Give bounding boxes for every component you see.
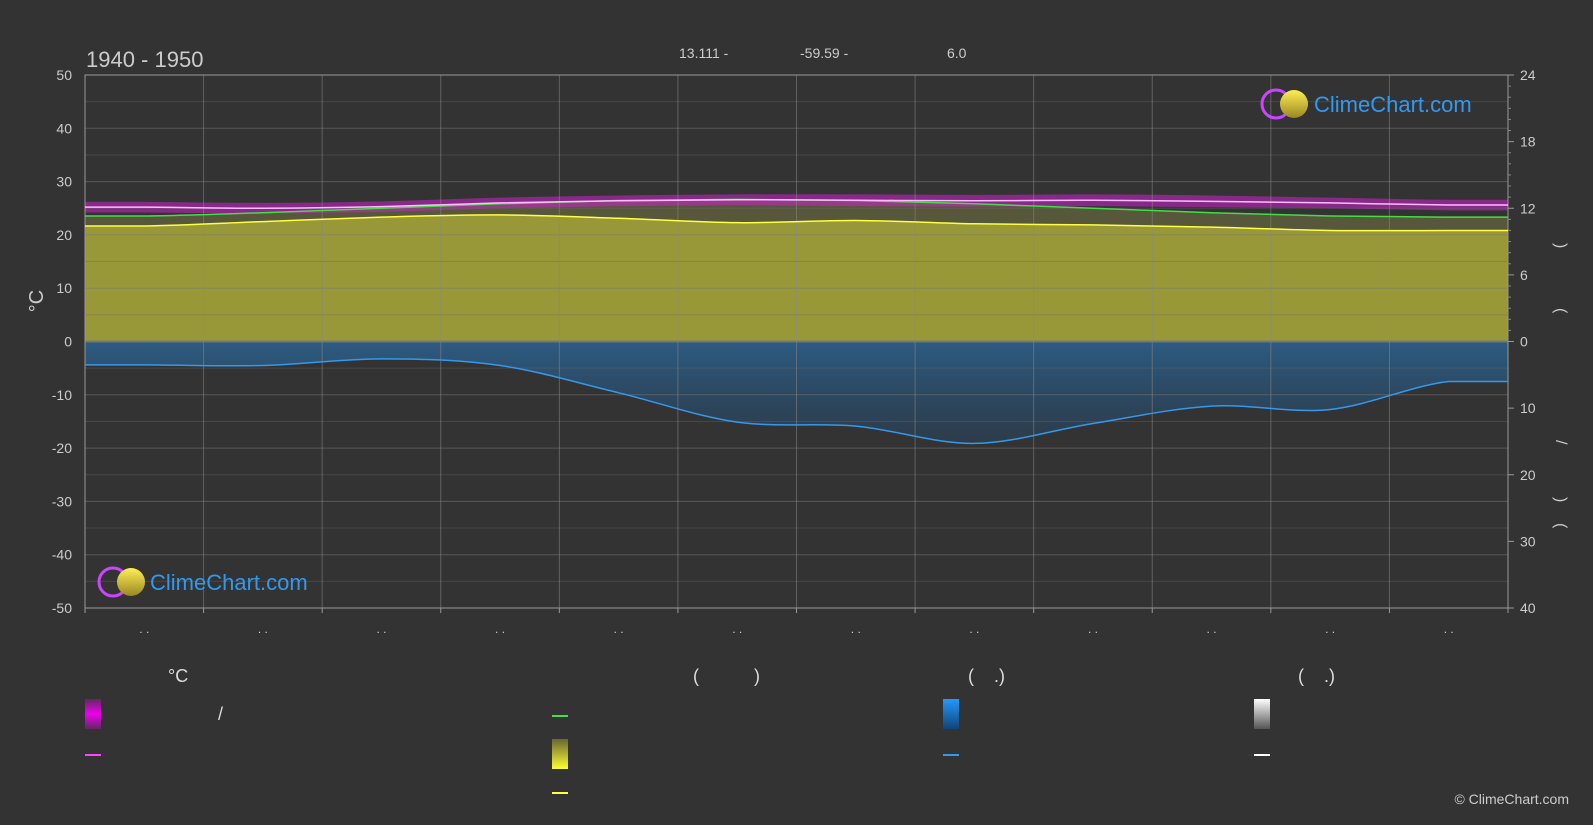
right-label-fragment-3: / xyxy=(1552,440,1569,445)
x-tick-label: . . xyxy=(258,622,268,636)
y-tick-right-bottom: 30 xyxy=(1520,533,1536,549)
watermark-logo-bottom: ClimeChart.com xyxy=(97,566,308,598)
x-tick-label: . . xyxy=(732,622,742,636)
y-axis-left-label: °C xyxy=(26,290,48,312)
copyright: © ClimeChart.com xyxy=(1454,791,1569,807)
legend-swatch-snow-range xyxy=(1254,699,1270,729)
x-tick-label: . . xyxy=(1088,622,1098,636)
x-tick-label: . . xyxy=(1444,622,1454,636)
y-tick-left: 10 xyxy=(56,280,72,296)
legend-temp-range-label: / xyxy=(218,704,224,724)
x-tick-label: . . xyxy=(139,622,149,636)
header-value-1: 13.111 - xyxy=(679,45,729,61)
y-tick-right-bottom: 20 xyxy=(1520,467,1536,483)
legend-header-snow: ( .) xyxy=(1298,666,1335,686)
header-value-3: 6.0 xyxy=(947,45,967,61)
watermark-text-bottom: ClimeChart.com xyxy=(150,570,308,595)
temperature-line xyxy=(85,198,1508,210)
legend-swatch-precip-range xyxy=(943,699,959,729)
header-value-2: -59.59 - xyxy=(800,45,849,61)
y-tick-left: -10 xyxy=(52,387,72,403)
y-tick-left: -30 xyxy=(52,493,72,509)
y-tick-right-top: 0 xyxy=(1520,334,1528,350)
y-tick-left: 50 xyxy=(56,67,72,83)
legend-swatch-temp-range xyxy=(85,699,101,729)
x-tick-label: . . xyxy=(614,622,624,636)
x-tick-label: . . xyxy=(495,622,505,636)
watermark-text-top: ClimeChart.com xyxy=(1314,92,1472,117)
y-tick-left: 20 xyxy=(56,227,72,243)
chart-title: 1940 - 1950 xyxy=(86,47,203,72)
watermark-logo-top: ClimeChart.com xyxy=(1260,88,1472,120)
y-tick-left: -50 xyxy=(52,600,72,616)
x-tick-label: . . xyxy=(1325,622,1335,636)
y-tick-right-bottom: 40 xyxy=(1520,600,1536,616)
x-tick-label: . . xyxy=(851,622,861,636)
right-label-fragment-4: ) xyxy=(1552,497,1569,502)
y-tick-right-top: 24 xyxy=(1520,67,1536,83)
x-tick-label: . . xyxy=(1207,622,1217,636)
y-tick-right-top: 18 xyxy=(1520,134,1536,150)
y-tick-right-bottom: 10 xyxy=(1520,400,1536,416)
legend-header-sunshine: ( ) xyxy=(693,666,760,686)
y-tick-right-top: 12 xyxy=(1520,200,1536,216)
logo-sun-icon xyxy=(117,568,145,596)
right-label-fragment-5: ( xyxy=(1552,523,1569,529)
right-label-fragment-2: ( xyxy=(1552,308,1569,314)
legend-swatch-sunshine-range xyxy=(552,739,568,769)
sunshine-line xyxy=(85,214,1508,232)
precipitation-line xyxy=(85,358,1508,445)
y-tick-right-top: 6 xyxy=(1520,267,1528,283)
y-tick-left: 30 xyxy=(56,174,72,190)
legend-header-temperature: °C xyxy=(168,666,189,686)
y-tick-left: -40 xyxy=(52,547,72,563)
y-tick-left: 40 xyxy=(56,120,72,136)
x-tick-label: . . xyxy=(376,622,386,636)
legend-header-precipitation: ( .) xyxy=(968,666,1005,686)
right-label-fragment-1: ) xyxy=(1552,243,1569,248)
x-tick-label: . . xyxy=(969,622,979,636)
y-tick-left: 0 xyxy=(64,334,72,350)
logo-sun-icon xyxy=(1280,90,1308,118)
y-tick-left: -20 xyxy=(52,440,72,456)
